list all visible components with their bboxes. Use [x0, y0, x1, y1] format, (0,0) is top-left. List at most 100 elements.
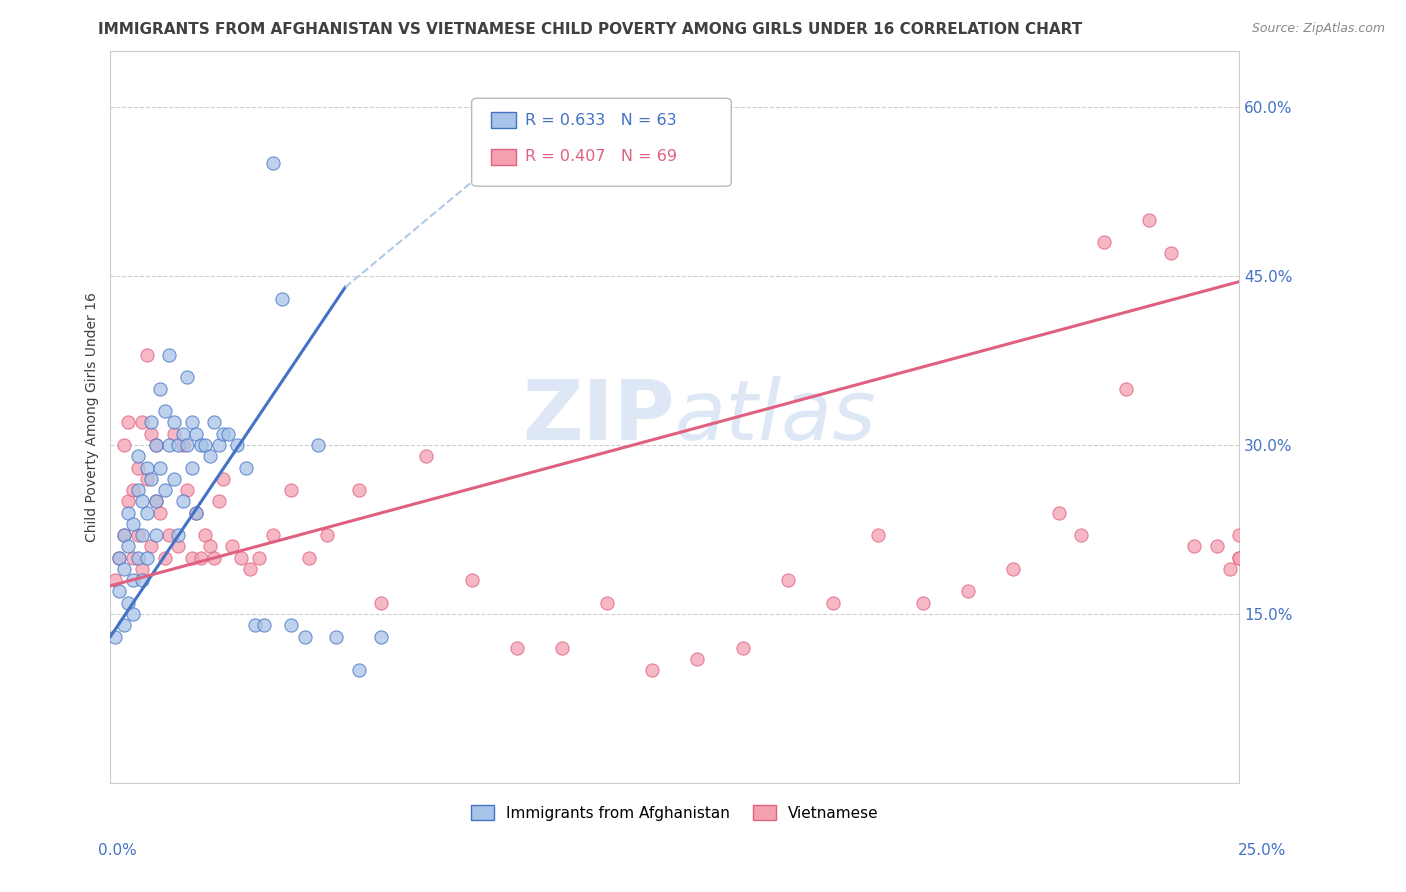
Point: [135, 550, 157, 565]
Text: R = 0.407   N = 69: R = 0.407 N = 69: [524, 149, 676, 164]
Point: [153, 483, 176, 497]
Point: [217, 426, 239, 441]
Point: [167, 528, 190, 542]
Point: [866, 528, 889, 542]
Point: [1160, 246, 1182, 260]
Point: [135, 506, 157, 520]
Point: [262, 156, 284, 170]
Point: [1182, 540, 1205, 554]
Point: [460, 573, 482, 587]
Point: [131, 562, 153, 576]
Point: [131, 494, 153, 508]
Point: [153, 550, 176, 565]
Point: [162, 416, 184, 430]
Point: [506, 640, 529, 655]
Point: [1227, 550, 1250, 565]
FancyBboxPatch shape: [491, 112, 516, 128]
Point: [157, 348, 180, 362]
Point: [108, 550, 131, 565]
Point: [139, 472, 162, 486]
Point: [112, 438, 135, 452]
Point: [249, 550, 271, 565]
Point: [112, 528, 135, 542]
Point: [194, 438, 217, 452]
Point: [172, 494, 194, 508]
Point: [127, 528, 149, 542]
Point: [294, 630, 316, 644]
Point: [370, 630, 392, 644]
Point: [180, 416, 202, 430]
Text: IMMIGRANTS FROM AFGHANISTAN VS VIETNAMESE CHILD POVERTY AMONG GIRLS UNDER 16 COR: IMMIGRANTS FROM AFGHANISTAN VS VIETNAMES…: [98, 22, 1083, 37]
Point: [117, 540, 139, 554]
Point: [1047, 506, 1070, 520]
Point: [186, 426, 208, 441]
Point: [1002, 562, 1025, 576]
Point: [280, 483, 302, 497]
Point: [325, 630, 347, 644]
Point: [167, 438, 190, 452]
Point: [641, 664, 664, 678]
Point: [112, 618, 135, 632]
Point: [127, 460, 149, 475]
Point: [139, 426, 162, 441]
Point: [253, 618, 276, 632]
Point: [198, 450, 221, 464]
Point: [172, 438, 194, 452]
Point: [347, 664, 370, 678]
Point: [202, 550, 225, 565]
Point: [221, 540, 243, 554]
Point: [1115, 382, 1137, 396]
Point: [262, 528, 284, 542]
Point: [122, 516, 145, 531]
Point: [157, 438, 180, 452]
Point: [231, 550, 253, 565]
Point: [135, 348, 157, 362]
Point: [176, 438, 198, 452]
Point: [1227, 550, 1250, 565]
Text: 25.0%: 25.0%: [1239, 843, 1286, 858]
Point: [1137, 212, 1160, 227]
Point: [153, 404, 176, 418]
Point: [1070, 528, 1092, 542]
Point: [551, 640, 574, 655]
Point: [190, 438, 212, 452]
Point: [149, 506, 172, 520]
Point: [104, 630, 127, 644]
Point: [212, 472, 235, 486]
Point: [776, 573, 799, 587]
Point: [298, 550, 321, 565]
Point: [172, 426, 194, 441]
Point: [957, 584, 980, 599]
Point: [108, 584, 131, 599]
Point: [145, 438, 167, 452]
Point: [1227, 528, 1250, 542]
Point: [186, 506, 208, 520]
Point: [145, 494, 167, 508]
Point: [122, 573, 145, 587]
Point: [122, 483, 145, 497]
Point: [112, 528, 135, 542]
Point: [235, 460, 257, 475]
Point: [370, 596, 392, 610]
Legend: Immigrants from Afghanistan, Vietnamese: Immigrants from Afghanistan, Vietnamese: [465, 798, 884, 827]
FancyBboxPatch shape: [471, 98, 731, 186]
Point: [112, 562, 135, 576]
Point: [202, 416, 225, 430]
Text: ZIP: ZIP: [522, 376, 675, 458]
Point: [117, 596, 139, 610]
Point: [145, 494, 167, 508]
Point: [176, 483, 198, 497]
Point: [135, 472, 157, 486]
Point: [347, 483, 370, 497]
Point: [157, 528, 180, 542]
Point: [131, 528, 153, 542]
Point: [117, 494, 139, 508]
Point: [117, 506, 139, 520]
Text: R = 0.633   N = 63: R = 0.633 N = 63: [524, 112, 676, 128]
Text: 0.0%: 0.0%: [98, 843, 138, 858]
Point: [596, 596, 619, 610]
Point: [135, 460, 157, 475]
Point: [139, 540, 162, 554]
Point: [307, 438, 329, 452]
Point: [415, 450, 437, 464]
